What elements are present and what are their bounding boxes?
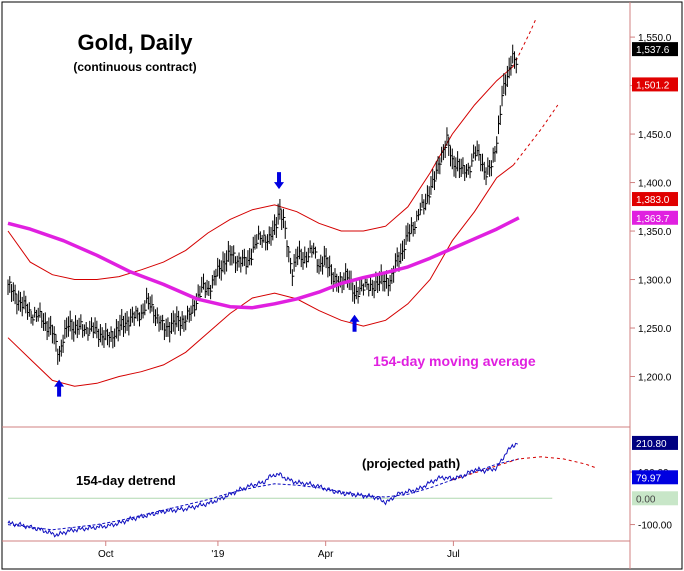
- upper-band-projection: [512, 19, 537, 67]
- detrend-smoothed-line: [7, 458, 520, 531]
- detrend-tick-label: -100.00: [638, 521, 672, 532]
- cycle-high-arrow: [274, 172, 285, 190]
- time-tick-label: '19: [211, 549, 224, 560]
- detrend-annotation: 154-day detrend: [76, 473, 176, 488]
- price-tick-label: 1,300.0: [638, 276, 672, 287]
- value-tag-label: 79.97: [636, 473, 661, 484]
- time-axis-ticks: Oct '19 Apr Jul: [98, 541, 460, 560]
- detrend-layer: [7, 442, 597, 538]
- value-tag-label: 1,537.6: [636, 45, 670, 56]
- price-tick-label: 1,550.0: [638, 33, 672, 44]
- value-tag-box: [632, 42, 678, 57]
- detrend-projected-path: [452, 456, 597, 481]
- price-tick-label: 1,250.0: [638, 324, 672, 335]
- time-tick-label: Jul: [447, 549, 460, 560]
- price-tick-label: 1,200.0: [638, 373, 672, 384]
- chart-subtitle: (continuous contract): [73, 60, 196, 74]
- value-tag-box: [632, 470, 678, 485]
- projected-path-annotation: (projected path): [362, 456, 460, 471]
- cycle-low-arrow: [349, 314, 360, 332]
- value-tag-label: 210.80: [636, 439, 667, 450]
- value-tag-box: [632, 491, 678, 506]
- time-tick-label: Oct: [98, 549, 114, 560]
- price-tick-label: 1,350.0: [638, 227, 672, 238]
- moving-average-layer: [7, 216, 520, 310]
- value-tag-box: [632, 210, 678, 225]
- value-tag-box: [632, 435, 678, 450]
- cycle-arrows-layer: [54, 172, 360, 397]
- value-tag-box: [632, 192, 678, 207]
- chart-title: Gold, Daily: [78, 30, 194, 55]
- cycle-low-arrow: [54, 379, 65, 397]
- value-tag-box: [632, 77, 678, 92]
- value-tag-label: 1,363.7: [636, 214, 670, 225]
- price-tick-label: 1,450.0: [638, 130, 672, 141]
- value-tag-label: 1,383.0: [636, 195, 670, 206]
- price-bars-layer: [7, 44, 519, 365]
- detrend-line: [7, 442, 518, 538]
- value-tag-label: 1,501.2: [636, 80, 670, 91]
- moving-average-line: [7, 216, 520, 310]
- upper-band-line: [7, 65, 514, 280]
- value-tags-layer: 1,537.6 1,501.2 1,383.0 1,363.7 210.80 79.97 0…: [632, 42, 678, 506]
- time-tick-label: Apr: [318, 549, 334, 560]
- lower-band-line: [7, 164, 514, 387]
- value-tag-label: 0.00: [636, 494, 656, 505]
- moving-average-annotation: 154-day moving average: [373, 353, 536, 369]
- price-tick-label: 1,400.0: [638, 179, 672, 190]
- bands-layer: [7, 19, 559, 387]
